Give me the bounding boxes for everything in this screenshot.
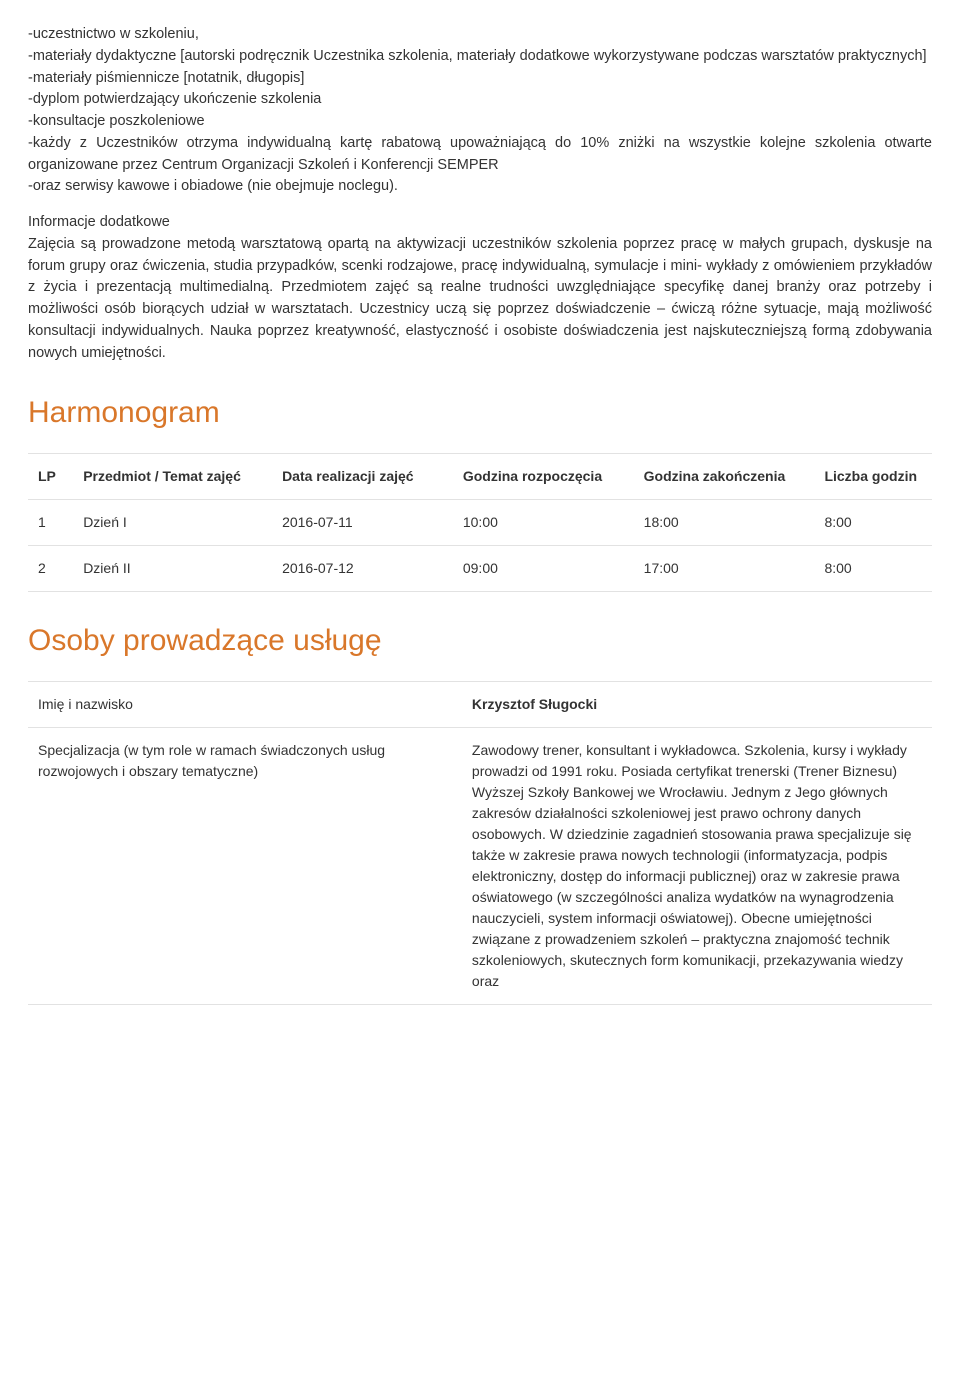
- table-row: 1 Dzień I 2016-07-11 10:00 18:00 8:00: [28, 500, 932, 546]
- cell: Dzień II: [73, 546, 272, 592]
- intro-line: -konsultacje poszkoleniowe: [28, 111, 932, 133]
- intro-line: -materiały piśmiennicze [notatnik, długo…: [28, 68, 932, 90]
- col-start: Godzina rozpoczęcia: [453, 454, 634, 500]
- name-label: Imię i nazwisko: [28, 682, 462, 728]
- table-row: Imię i nazwisko Krzysztof Sługocki: [28, 682, 932, 728]
- osoby-title: Osoby prowadzące usługę: [28, 618, 932, 663]
- intro-line: -oraz serwisy kawowe i obiadowe (nie obe…: [28, 176, 932, 198]
- spec-value: Zawodowy trener, konsultant i wykładowca…: [462, 728, 932, 1005]
- name-value: Krzysztof Sługocki: [462, 682, 932, 728]
- table-row: 2 Dzień II 2016-07-12 09:00 17:00 8:00: [28, 546, 932, 592]
- spec-label: Specjalizacja (w tym role w ramach świad…: [28, 728, 462, 1005]
- cell: Dzień I: [73, 500, 272, 546]
- cell: 2016-07-11: [272, 500, 453, 546]
- info-text: Zajęcia są prowadzone metodą warsztatową…: [28, 236, 932, 361]
- harmonogram-title: Harmonogram: [28, 390, 932, 435]
- col-hours: Liczba godzin: [814, 454, 932, 500]
- col-lp: LP: [28, 454, 73, 500]
- intro-line: -uczestnictwo w szkoleniu,: [28, 24, 932, 46]
- intro-line: -dyplom potwierdzający ukończenie szkole…: [28, 89, 932, 111]
- cell: 1: [28, 500, 73, 546]
- cell: 2: [28, 546, 73, 592]
- cell: 10:00: [453, 500, 634, 546]
- cell: 09:00: [453, 546, 634, 592]
- info-heading: Informacje dodatkowe: [28, 212, 932, 234]
- table-row: Specjalizacja (w tym role w ramach świad…: [28, 728, 932, 1005]
- osoby-table: Imię i nazwisko Krzysztof Sługocki Specj…: [28, 681, 932, 1005]
- info-block: Informacje dodatkowe Zajęcia są prowadzo…: [28, 212, 932, 364]
- intro-list: -uczestnictwo w szkoleniu, -materiały dy…: [28, 24, 932, 198]
- cell: 17:00: [634, 546, 815, 592]
- col-subject: Przedmiot / Temat zajęć: [73, 454, 272, 500]
- col-date: Data realizacji zajęć: [272, 454, 453, 500]
- harmonogram-table: LP Przedmiot / Temat zajęć Data realizac…: [28, 453, 932, 592]
- cell: 8:00: [814, 546, 932, 592]
- intro-line: -każdy z Uczestników otrzyma indywidualn…: [28, 133, 932, 177]
- intro-line: -materiały dydaktyczne [autorski podręcz…: [28, 46, 932, 68]
- table-header-row: LP Przedmiot / Temat zajęć Data realizac…: [28, 454, 932, 500]
- cell: 18:00: [634, 500, 815, 546]
- col-end: Godzina zakończenia: [634, 454, 815, 500]
- cell: 8:00: [814, 500, 932, 546]
- cell: 2016-07-12: [272, 546, 453, 592]
